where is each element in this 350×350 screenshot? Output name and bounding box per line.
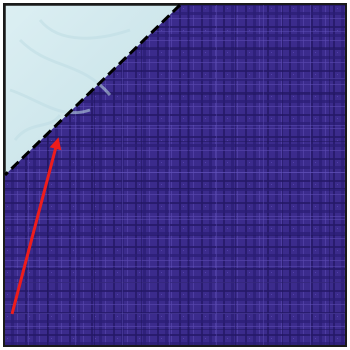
diagram-border <box>3 3 347 347</box>
fabric-streaks <box>9 19 131 141</box>
folded-square-outline <box>4 4 180 175</box>
pointer-arrow <box>10 137 62 315</box>
fold-line <box>3 3 182 177</box>
